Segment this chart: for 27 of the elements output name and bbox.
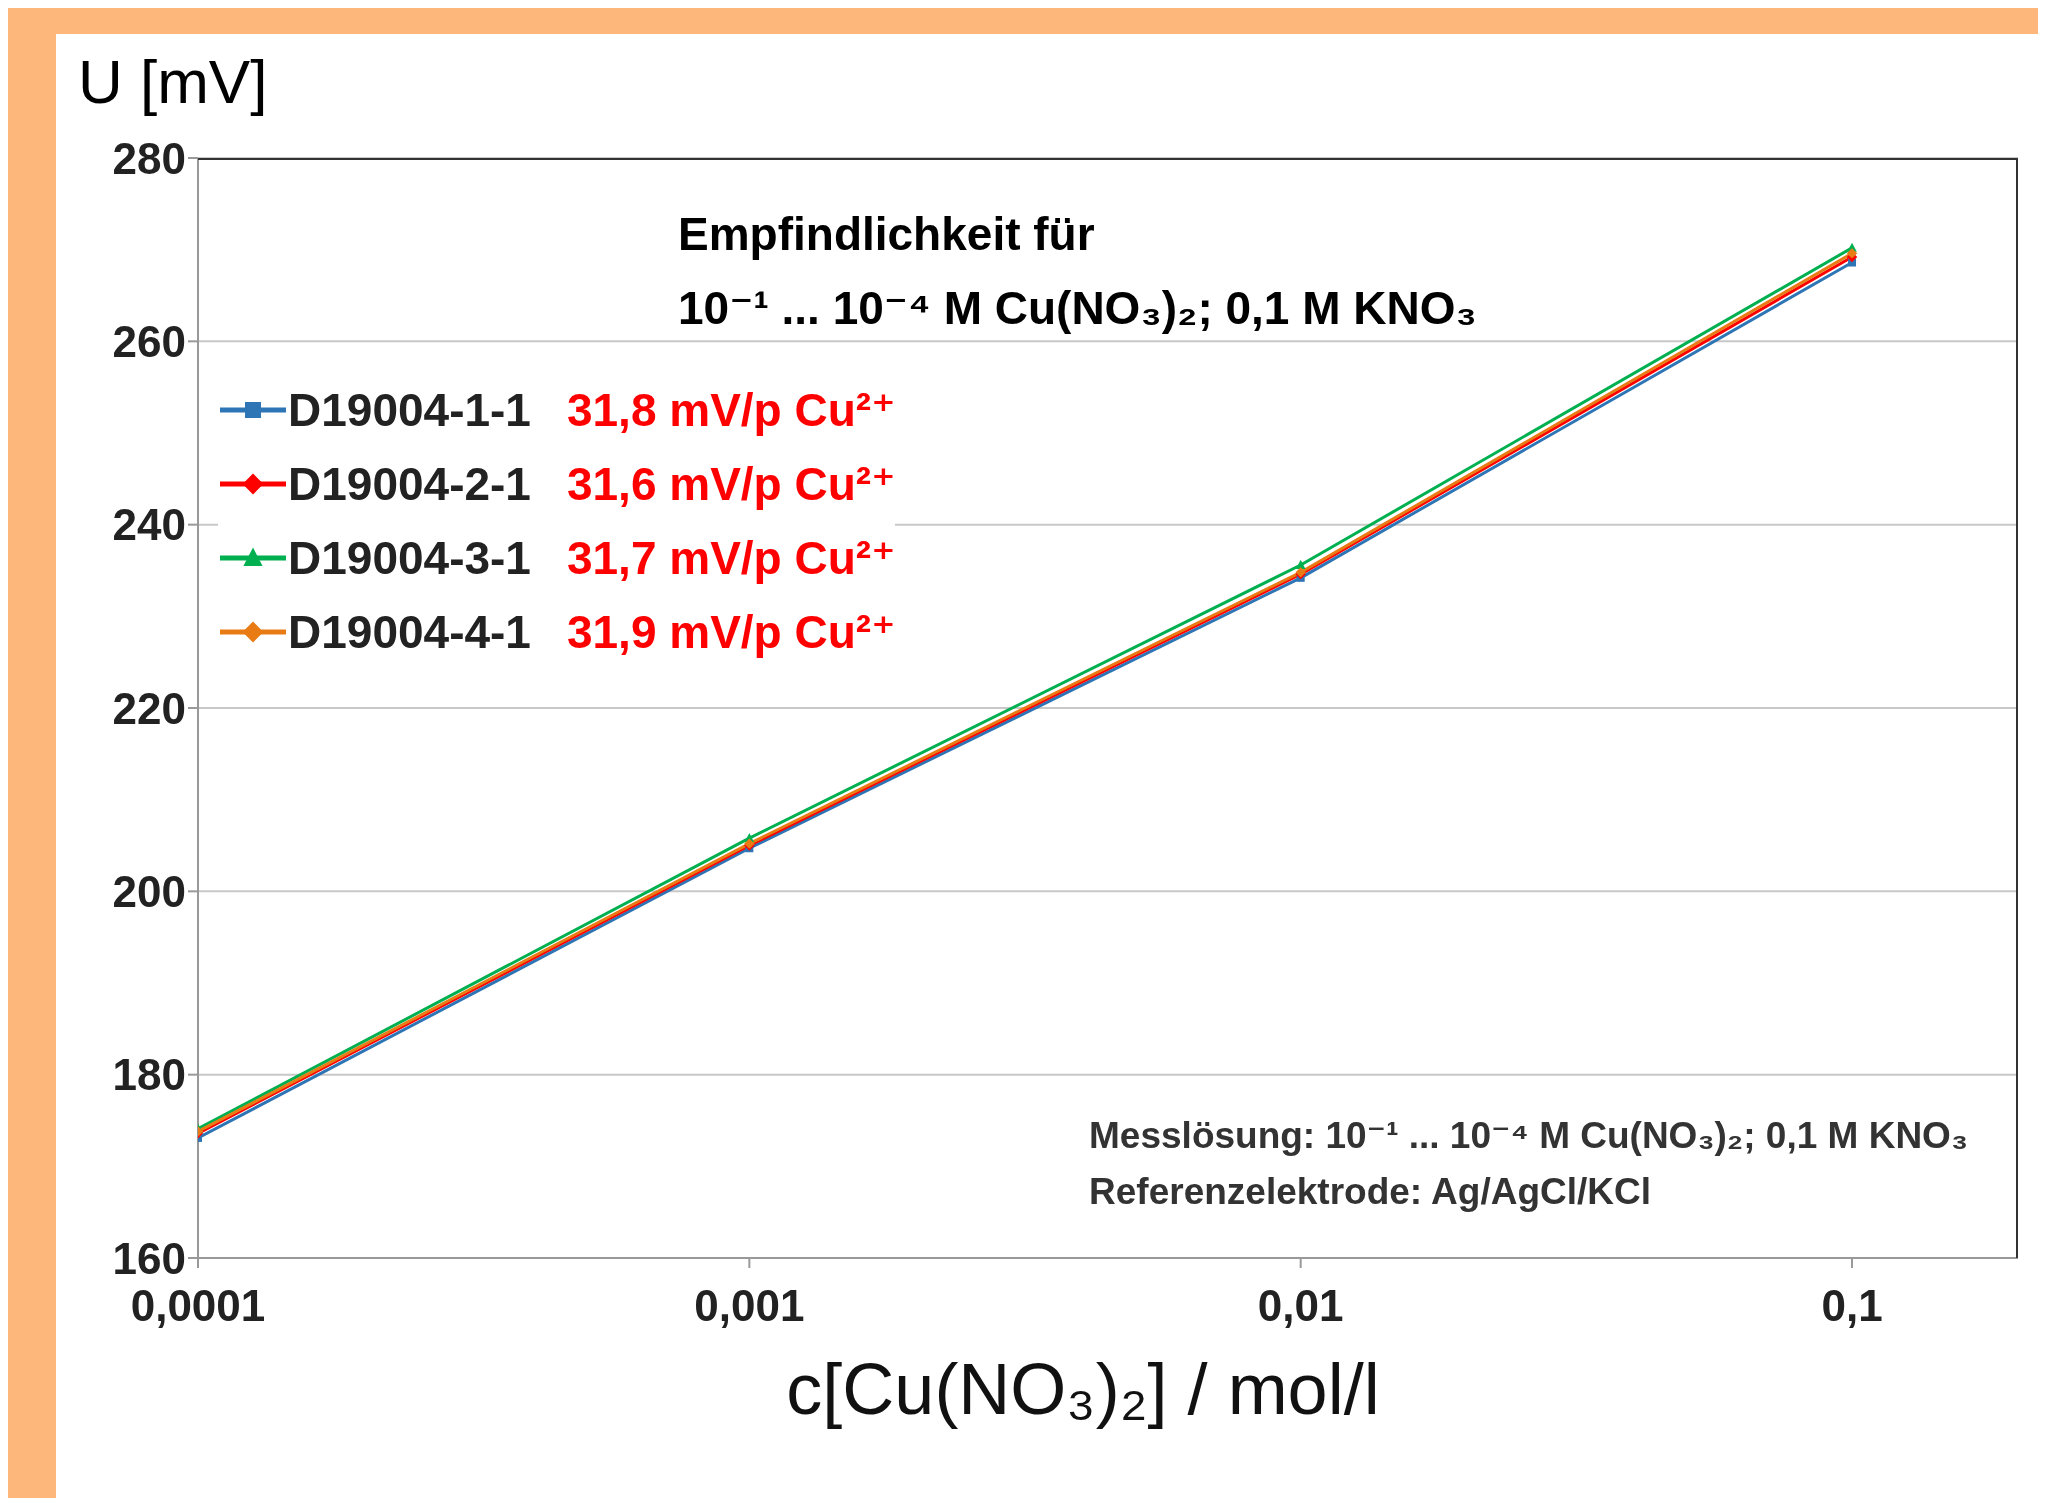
annotation: 31,9 mV/p Cu²⁺ — [566, 605, 896, 659]
legend-label: D19004-4-1 — [288, 605, 531, 659]
text: Empfindlichkeit für — [678, 207, 1096, 262]
legend-label: D19004-1-1 — [288, 383, 531, 437]
y-tick-label: 200 — [112, 866, 186, 916]
annotation: 31,8 mV/p Cu²⁺ — [566, 383, 896, 437]
annotation: Referenzelektrode: Ag/AgCl/KCl — [1089, 1169, 1652, 1214]
x-tick-label: 0,001 — [694, 1281, 805, 1331]
annotation: Messlösung: 10⁻¹ ... 10⁻⁴ M Cu(NO₃)₂; 0,1 M KNO₃ — [1089, 1114, 1968, 1158]
y-axis-title: U [mV] — [78, 46, 268, 117]
x-tick-label: 0,1 — [1821, 1281, 1883, 1331]
x-tick-label: 0,01 — [1257, 1281, 1344, 1331]
x-tick-label: 0,0001 — [130, 1281, 266, 1331]
text: 10⁻¹ ... 10⁻⁴ M Cu(NO₃)₂; 0,1 M KNO₃ — [678, 280, 1477, 336]
point — [1295, 559, 1306, 569]
y-tick-label: 240 — [112, 500, 186, 550]
x-axis-title: c[Cu(NO₃)₂] / mol/l — [785, 1348, 1381, 1430]
annotation: 31,6 mV/p Cu²⁺ — [566, 457, 896, 511]
annotation: 31,7 mV/p Cu²⁺ — [566, 531, 896, 585]
y-tick-label: 220 — [112, 683, 186, 733]
y-tick-label: 160 — [112, 1233, 186, 1283]
y-tick-label: 260 — [112, 316, 186, 366]
y-tick-label: 180 — [112, 1050, 186, 1100]
point — [1846, 248, 1858, 259]
legend-label: D19004-2-1 — [288, 457, 531, 511]
legend-label: D19004-3-1 — [288, 531, 531, 585]
y-tick-label: 280 — [112, 133, 186, 183]
